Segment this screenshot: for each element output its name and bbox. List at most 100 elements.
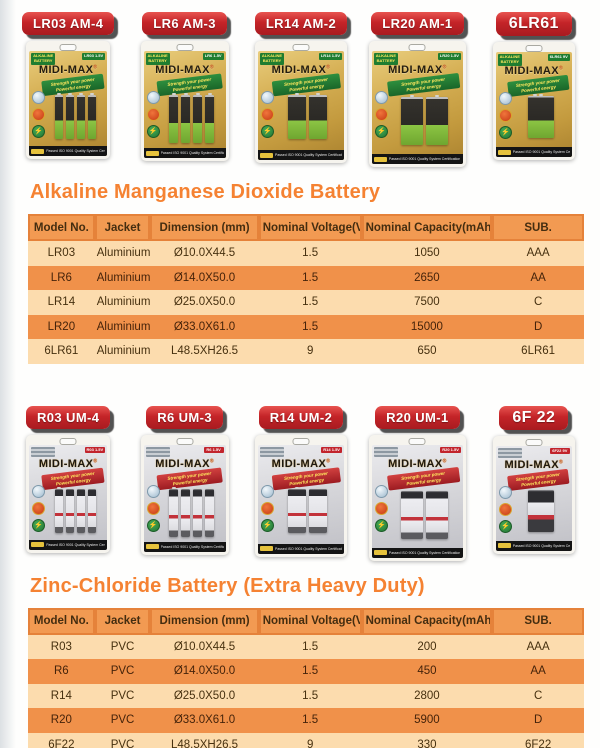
product-card: R03 UM-4 R03 1.5V MIDI-MAX® Strength your p…	[10, 405, 126, 561]
registered-mark: ®	[559, 458, 564, 465]
cert-bar: Passed ISO 9001 Quality System Certifica…	[29, 539, 108, 550]
shield-badge-icon	[374, 501, 388, 515]
header-cell: SUB.	[492, 607, 584, 635]
registered-mark: ®	[442, 64, 447, 71]
brand-name: MIDI-MAX®	[271, 64, 331, 76]
badge-column: ⚡	[498, 485, 512, 533]
brand-name: MIDI-MAX®	[38, 457, 98, 470]
battery-cell	[65, 488, 74, 533]
lightning-badge-icon: ⚡	[146, 518, 160, 532]
lightning-badge-icon: ⚡	[498, 519, 512, 533]
table-row: R6 PVC Ø14.0X50.0 1.5 450 AA	[28, 659, 584, 684]
battery-package: ALKALINE BATTERY LR20 1.5V MIDI-MAX® Streng…	[368, 41, 466, 167]
brand-chip	[373, 550, 387, 555]
table-cell: AAA	[492, 634, 584, 659]
brand-name: MIDI-MAX®	[155, 457, 214, 470]
cert-text: Passed ISO 9001 Quality System Certifica…	[512, 150, 570, 154]
table-cell: R20	[28, 708, 95, 733]
header-cell: Model No.	[28, 214, 95, 241]
package-body: R14 1.5V MIDI-MAX® Strength your power Powe…	[257, 444, 344, 554]
lightning-badge-icon: ⚡	[260, 518, 274, 532]
corner-label-right: LR03 1.5V	[82, 53, 106, 60]
brand-chip	[31, 148, 45, 154]
table-cell: LR6	[28, 265, 95, 290]
brand-name: MIDI-MAX®	[388, 64, 447, 76]
battery-cell	[181, 95, 191, 143]
globe-badge-icon	[498, 92, 512, 105]
hang-hole	[408, 437, 426, 445]
shield-badge-icon	[32, 501, 46, 515]
brand-chip	[31, 542, 45, 547]
battery-package: R6 1.5V MIDI-MAX® Strength your power Power…	[140, 434, 229, 555]
brand-name: MIDI-MAX®	[504, 65, 564, 77]
table-cell: 9	[258, 732, 362, 748]
table-cell: AAA	[492, 241, 584, 266]
product-card: R20 UM-1 R20 1.5V MIDI-MAX® Strength your p…	[359, 405, 475, 561]
cert-bar: Passed ISO 9001 Quality System Certifica…	[257, 543, 344, 554]
table-cell: C	[492, 683, 584, 708]
globe-badge-icon	[260, 484, 274, 498]
battery-cells	[390, 490, 459, 539]
alkaline-products-row: LR03 AM-4 ALKALINE BATTERY LR03 1.5V MIDI-M…	[0, 0, 600, 167]
battery-cell	[425, 490, 448, 539]
table-row: R20 PVC Ø33.0X61.0 1.5 5900 D	[28, 708, 584, 733]
battery-cells	[390, 97, 459, 145]
hang-hole	[59, 437, 77, 445]
cert-bar: Passed ISO 9001 Quality System Certifica…	[371, 154, 463, 164]
globe-badge-icon	[498, 485, 512, 499]
cert-text: Passed ISO 9001 Quality System Certifica…	[274, 153, 342, 157]
table-cell: 1.5	[258, 241, 362, 266]
table-cell: D	[492, 314, 584, 339]
tagline-band: Strength your power Powerful energy	[271, 466, 342, 491]
battery-cell	[181, 488, 191, 537]
table-cell: 6LR61	[28, 339, 95, 364]
table-cell: 450	[361, 659, 493, 684]
table-cell: PVC	[94, 683, 151, 708]
product-card: LR6 AM-3 ALKALINE BATTERY LR6 1.5V MIDI-MAX…	[126, 12, 242, 167]
product-card: R14 UM-2 R14 1.5V MIDI-MAX® Strength your p…	[243, 405, 359, 561]
battery-cell	[193, 488, 203, 537]
cert-text: Passed ISO 9001 Quality System Certifica…	[512, 543, 570, 548]
tagline-band: Strength your power Powerful energy	[41, 73, 105, 97]
battery-cell	[65, 95, 74, 139]
product-label-pill: R20 UM-1	[375, 405, 460, 429]
corner-label-right: R6 1.5V	[203, 446, 224, 454]
package-body: R03 1.5V MIDI-MAX® Strength your power Powe…	[29, 444, 108, 550]
shield-badge-icon	[146, 108, 160, 121]
table-cell: AA	[492, 265, 584, 290]
battery-cell	[205, 95, 215, 143]
badge-column: ⚡	[260, 484, 274, 532]
table-cell: Ø33.0X61.0	[150, 708, 259, 733]
hang-hole	[59, 44, 77, 51]
zinc-table: Model No. Jacket Dimension (mm) Nominal Vol…	[28, 607, 584, 748]
battery-cell	[169, 488, 179, 537]
table-cell: 650	[361, 339, 493, 364]
cert-bar: Passed ISO 9001 Quality System Certifica…	[143, 541, 226, 552]
registered-mark: ®	[93, 64, 98, 71]
registered-mark: ®	[442, 457, 447, 464]
table-cell: Ø10.0X44.5	[150, 241, 259, 266]
table-cell: 1.5	[258, 683, 362, 708]
corner-label-left: ALKALINE BATTERY	[497, 54, 522, 66]
table-cell: LR14	[28, 290, 95, 315]
table-cell: R14	[28, 683, 95, 708]
battery-cells	[276, 95, 340, 139]
cert-text: Passed ISO 9001 Quality System Certifica…	[160, 544, 224, 549]
corner-label-left: ALKALINE BATTERY	[145, 53, 170, 65]
lightning-badge-icon: ⚡	[146, 125, 160, 138]
corner-label-left	[259, 446, 284, 457]
header-cell: Jacket	[94, 607, 151, 635]
table-cell: Ø14.0X50.0	[150, 659, 259, 684]
battery-cells	[514, 94, 568, 138]
battery-cell	[288, 488, 307, 533]
brand-chip	[373, 156, 387, 162]
table-cell: Ø33.0X61.0	[150, 314, 259, 339]
battery-cell	[87, 95, 96, 139]
battery-cells	[47, 95, 103, 139]
corner-label-left: ALKALINE BATTERY	[373, 53, 398, 65]
package-body: R20 1.5V MIDI-MAX® Strength your power Powe…	[371, 444, 463, 558]
battery-cell	[309, 488, 328, 533]
table-cell: LR03	[28, 241, 95, 266]
